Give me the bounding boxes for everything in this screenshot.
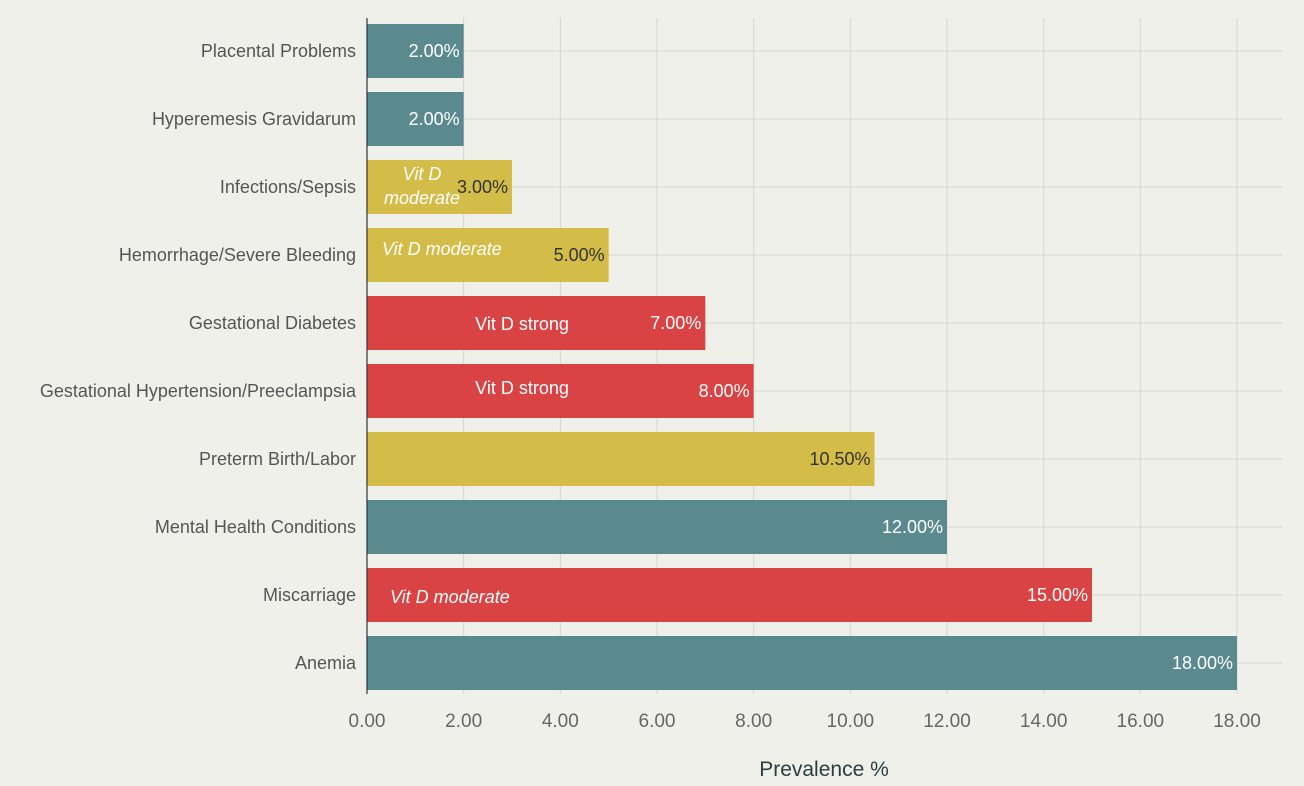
category-label: Mental Health Conditions [155,517,356,537]
bars: 2.00% 2.00% 3.00% 5.00% 7.00% 8.00% 10.50% 12.0… [367,24,1237,690]
category-label: Miscarriage [263,585,356,605]
category-label: Placental Problems [201,41,356,61]
category-label: Hemorrhage/Severe Bleeding [119,245,356,265]
x-tick-label: 10.00 [827,711,875,732]
x-tick-label: 2.00 [445,711,482,732]
bar [367,92,464,146]
x-axis-title: Prevalence % [759,758,889,781]
bar-value-label: 8.00% [699,381,750,401]
category-label: Gestational Diabetes [189,313,356,333]
bar [367,296,706,350]
category-label: Preterm Birth/Labor [199,449,356,469]
category-labels: Placental Problems Hyperemesis Gravidarum… [40,41,357,673]
x-tick-label: 16.00 [1117,711,1165,732]
bar-value-label: 10.50% [809,449,870,469]
category-label: Infections/Sepsis [220,177,356,197]
bar [367,568,1092,622]
bar [367,636,1237,690]
bar-value-label: 18.00% [1172,653,1233,673]
bar-annotation: Vit D [403,164,442,184]
x-tick-label: 4.00 [542,711,579,732]
bar [367,364,754,418]
x-tick-label: 0.00 [349,711,386,732]
bar [367,160,512,214]
category-label: Anemia [295,653,357,673]
bar-annotation: Vit D moderate [382,239,502,259]
x-tick-label: 6.00 [639,711,676,732]
bar [367,500,947,554]
x-tick-label: 14.00 [1020,711,1068,732]
bar [367,228,609,282]
bar-annotation: moderate [384,188,460,208]
bar-value-label: 2.00% [409,109,460,129]
bar-value-label: 5.00% [554,245,605,265]
x-tick-label: 8.00 [735,711,772,732]
bar-value-label: 2.00% [409,41,460,61]
bar-annotation: Vit D strong [475,378,569,398]
bar-annotation: Vit D strong [475,314,569,334]
bar-value-label: 7.00% [650,313,701,333]
x-tick-labels: 0.00 2.00 4.00 6.00 8.00 10.00 12.00 14.00 16.00… [349,711,1261,732]
bar-value-label: 12.00% [882,517,943,537]
bar [367,24,464,78]
bar [367,432,875,486]
bar-value-label: 3.00% [457,177,508,197]
category-label: Hyperemesis Gravidarum [152,109,356,129]
bar-value-label: 15.00% [1027,585,1088,605]
x-tick-label: 12.00 [923,711,971,732]
bar-annotation: Vit D moderate [390,587,510,607]
x-tick-label: 18.00 [1213,711,1261,732]
category-label: Gestational Hypertension/Preeclampsia [40,381,357,401]
